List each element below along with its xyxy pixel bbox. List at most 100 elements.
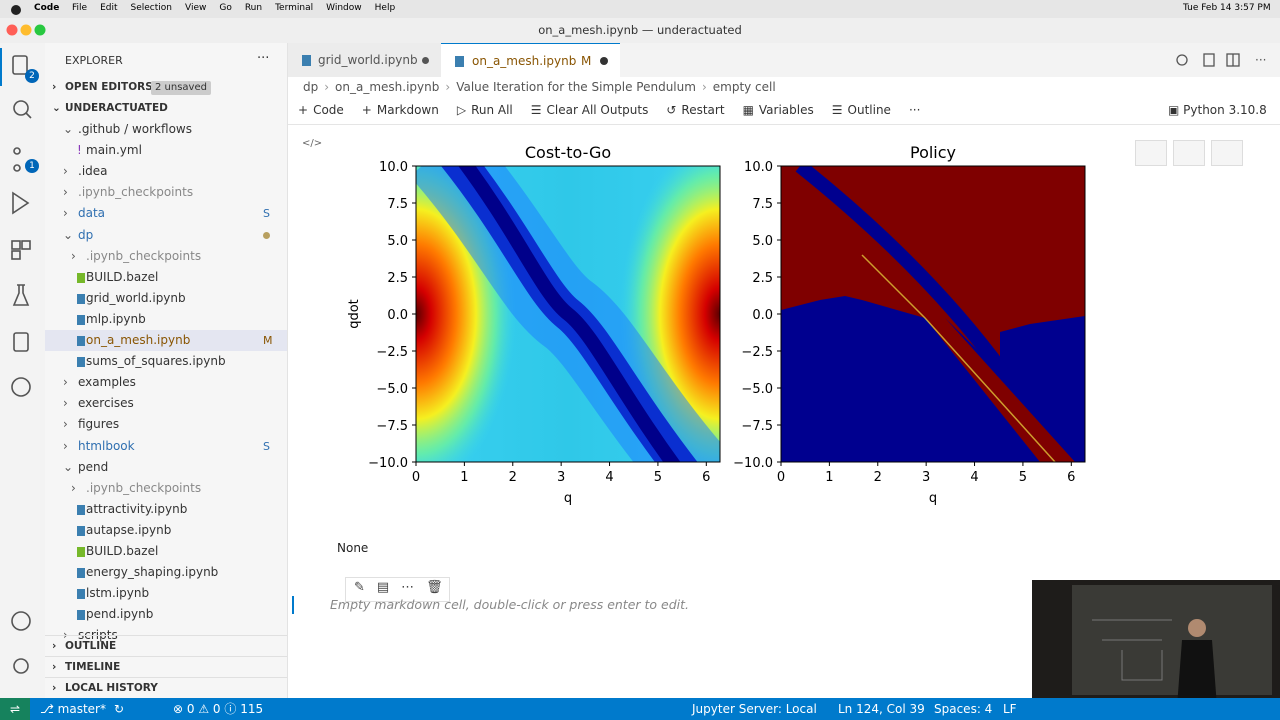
y-tick-label: −5.0 bbox=[376, 382, 408, 397]
output-action[interactable] bbox=[1135, 140, 1167, 166]
sidebar-section[interactable]: › LOCAL HISTORY bbox=[45, 677, 287, 699]
breadcrumb[interactable]: on_a_mesh.ipynb bbox=[335, 80, 440, 94]
video-overlay[interactable] bbox=[1032, 580, 1280, 720]
breadcrumb[interactable]: empty cell bbox=[712, 80, 776, 94]
section-label: LOCAL HISTORY bbox=[65, 682, 158, 694]
sync[interactable]: ↻ bbox=[114, 702, 125, 716]
toolbar-button[interactable]: ☰ Outline bbox=[832, 103, 891, 117]
menu-item[interactable]: Terminal bbox=[275, 3, 314, 13]
cursor-position[interactable]: Ln 124, Col 39 bbox=[838, 702, 925, 716]
tree-label: grid_world.ipynb bbox=[86, 290, 186, 305]
activity-icons[interactable] bbox=[0, 43, 45, 698]
app-name[interactable]: Code bbox=[34, 3, 60, 13]
tree-item[interactable]: attractivity.ipynb bbox=[45, 499, 287, 520]
tree-label: BUILD.bazel bbox=[86, 269, 159, 284]
window-title: on_a_mesh.ipynb — underactuated bbox=[538, 23, 742, 37]
menu-item[interactable]: View bbox=[184, 3, 207, 13]
traffic-lights[interactable] bbox=[5, 23, 49, 37]
tab-bar: grid_world.ipynb on_a_mesh.ipynb M ··· bbox=[288, 43, 1280, 78]
tree-label: energy_shaping.ipynb bbox=[86, 565, 219, 580]
cell-focus-bar bbox=[292, 596, 294, 614]
sidebar-section[interactable]: › TIMELINE bbox=[45, 656, 287, 678]
tree-item[interactable]: BUILD.bazel bbox=[45, 541, 287, 562]
tree-label: autapse.ipynb bbox=[86, 522, 172, 537]
sidebar-section[interactable]: › OUTLINE bbox=[45, 635, 287, 657]
scm-badge: 1 bbox=[25, 159, 39, 173]
tree-item[interactable]: lstm.ipynb bbox=[45, 583, 287, 604]
tree-item[interactable]: ⌄ dp bbox=[45, 225, 287, 246]
y-tick-label: −5.0 bbox=[741, 382, 773, 397]
tree-item[interactable]: mlp.ipynb bbox=[45, 309, 287, 330]
remote-button[interactable]: ⇌ bbox=[0, 698, 30, 720]
toolbar-icon: ↺ bbox=[666, 103, 677, 117]
x-label: q bbox=[564, 491, 572, 506]
toolbar-button[interactable]: ↺ Restart bbox=[666, 103, 724, 117]
toolbar-button[interactable]: ▦ Variables bbox=[743, 103, 814, 117]
titlebar: on_a_mesh.ipynb — underactuated bbox=[0, 18, 1280, 44]
open-editors[interactable]: › OPEN EDITORS 2 unsaved bbox=[45, 77, 287, 98]
tree-item[interactable]: BUILD.bazel bbox=[45, 267, 287, 288]
clock: Tue Feb 14 3:57 PM bbox=[1183, 3, 1271, 13]
more-button[interactable]: ··· bbox=[257, 51, 270, 66]
tree-item[interactable]: ⌄ .github / workflows bbox=[45, 119, 287, 140]
tree-item[interactable]: › examples bbox=[45, 372, 287, 393]
tree-label: exercises bbox=[78, 396, 134, 411]
menu-item[interactable]: Selection bbox=[130, 3, 172, 13]
tree-item[interactable]: sums_of_squares.ipynb bbox=[45, 351, 287, 372]
tree-item[interactable]: autapse.ipynb bbox=[45, 520, 287, 541]
kernel[interactable]: ▣ Python 3.10.8 bbox=[1168, 103, 1267, 117]
tree-label: .ipynb_checkpoints bbox=[78, 185, 194, 200]
server[interactable]: Jupyter Server: Local bbox=[692, 702, 817, 716]
menu-item[interactable]: Window bbox=[326, 3, 362, 13]
tree-item[interactable]: › htmlbook S bbox=[45, 436, 287, 457]
breadcrumb[interactable]: Value Iteration for the Simple Pendulum bbox=[456, 80, 696, 94]
toolbar-button[interactable]: ▷ Run All bbox=[457, 103, 513, 117]
tree-item[interactable]: › .idea bbox=[45, 161, 287, 182]
toolbar-button[interactable]: + Code bbox=[298, 103, 344, 117]
tree-item[interactable]: › .ipynb_checkpoints bbox=[45, 478, 287, 499]
tree-item[interactable]: ! main.yml bbox=[45, 140, 287, 161]
menu-item[interactable]: Edit bbox=[100, 3, 118, 13]
tab[interactable]: grid_world.ipynb bbox=[288, 43, 442, 77]
tab-active[interactable]: on_a_mesh.ipynb M bbox=[441, 43, 620, 78]
root-folder[interactable]: ⌄ UNDERACTUATED bbox=[45, 98, 287, 119]
output-icon[interactable]: </> bbox=[302, 138, 323, 149]
branch[interactable]: ⎇ master* bbox=[40, 702, 106, 716]
editor-actions[interactable]: ··· bbox=[1170, 52, 1270, 68]
chevron: › bbox=[63, 375, 68, 390]
menu-item[interactable]: File bbox=[72, 3, 88, 13]
toolbar-button[interactable]: ··· bbox=[909, 103, 920, 117]
apple-icon bbox=[11, 5, 21, 15]
menu-item[interactable]: Run bbox=[244, 3, 263, 13]
tree-item[interactable]: pend.ipynb bbox=[45, 604, 287, 625]
tree-item[interactable]: › .ipynb_checkpoints bbox=[45, 182, 287, 203]
toolbar-button[interactable]: + Markdown bbox=[362, 103, 439, 117]
output-action[interactable] bbox=[1173, 140, 1205, 166]
activity-bar: 2 1 bbox=[0, 43, 46, 698]
tree-item[interactable]: › figures bbox=[45, 414, 287, 435]
cell-toolbar[interactable]: ✎▤⋯🗑 bbox=[345, 577, 450, 602]
tree-item[interactable]: energy_shaping.ipynb bbox=[45, 562, 287, 583]
tree-item[interactable]: › .ipynb_checkpoints bbox=[45, 246, 287, 267]
tree-item[interactable]: › exercises bbox=[45, 393, 287, 414]
tree-item[interactable]: › data S bbox=[45, 203, 287, 224]
eol[interactable]: LF bbox=[1003, 702, 1017, 716]
section-label: OUTLINE bbox=[65, 640, 117, 652]
x-label: q bbox=[929, 491, 937, 506]
svg-text:···: ··· bbox=[1255, 53, 1266, 67]
tree-label: examples bbox=[78, 375, 136, 390]
indent[interactable]: Spaces: 4 bbox=[934, 702, 993, 716]
tree-item[interactable]: grid_world.ipynb bbox=[45, 288, 287, 309]
menu-item[interactable]: Go bbox=[219, 3, 232, 13]
breadcrumb[interactable]: dp bbox=[303, 80, 319, 94]
crumb-sep: › bbox=[701, 80, 707, 94]
policy-heatmap bbox=[781, 166, 1085, 462]
problems[interactable]: ⊗ 0 ⚠ 0 ⓘ 115 bbox=[173, 702, 264, 716]
tree-item[interactable]: ⌄ pend bbox=[45, 457, 287, 478]
tree-label: pend.ipynb bbox=[86, 607, 154, 622]
markdown-placeholder[interactable]: Empty markdown cell, double-click or pre… bbox=[330, 597, 690, 612]
toolbar-button[interactable]: ☰ Clear All Outputs bbox=[531, 103, 649, 117]
tree-item[interactable]: on_a_mesh.ipynb M bbox=[45, 330, 287, 351]
menu-item[interactable]: Help bbox=[374, 3, 396, 13]
output-action[interactable] bbox=[1211, 140, 1243, 166]
